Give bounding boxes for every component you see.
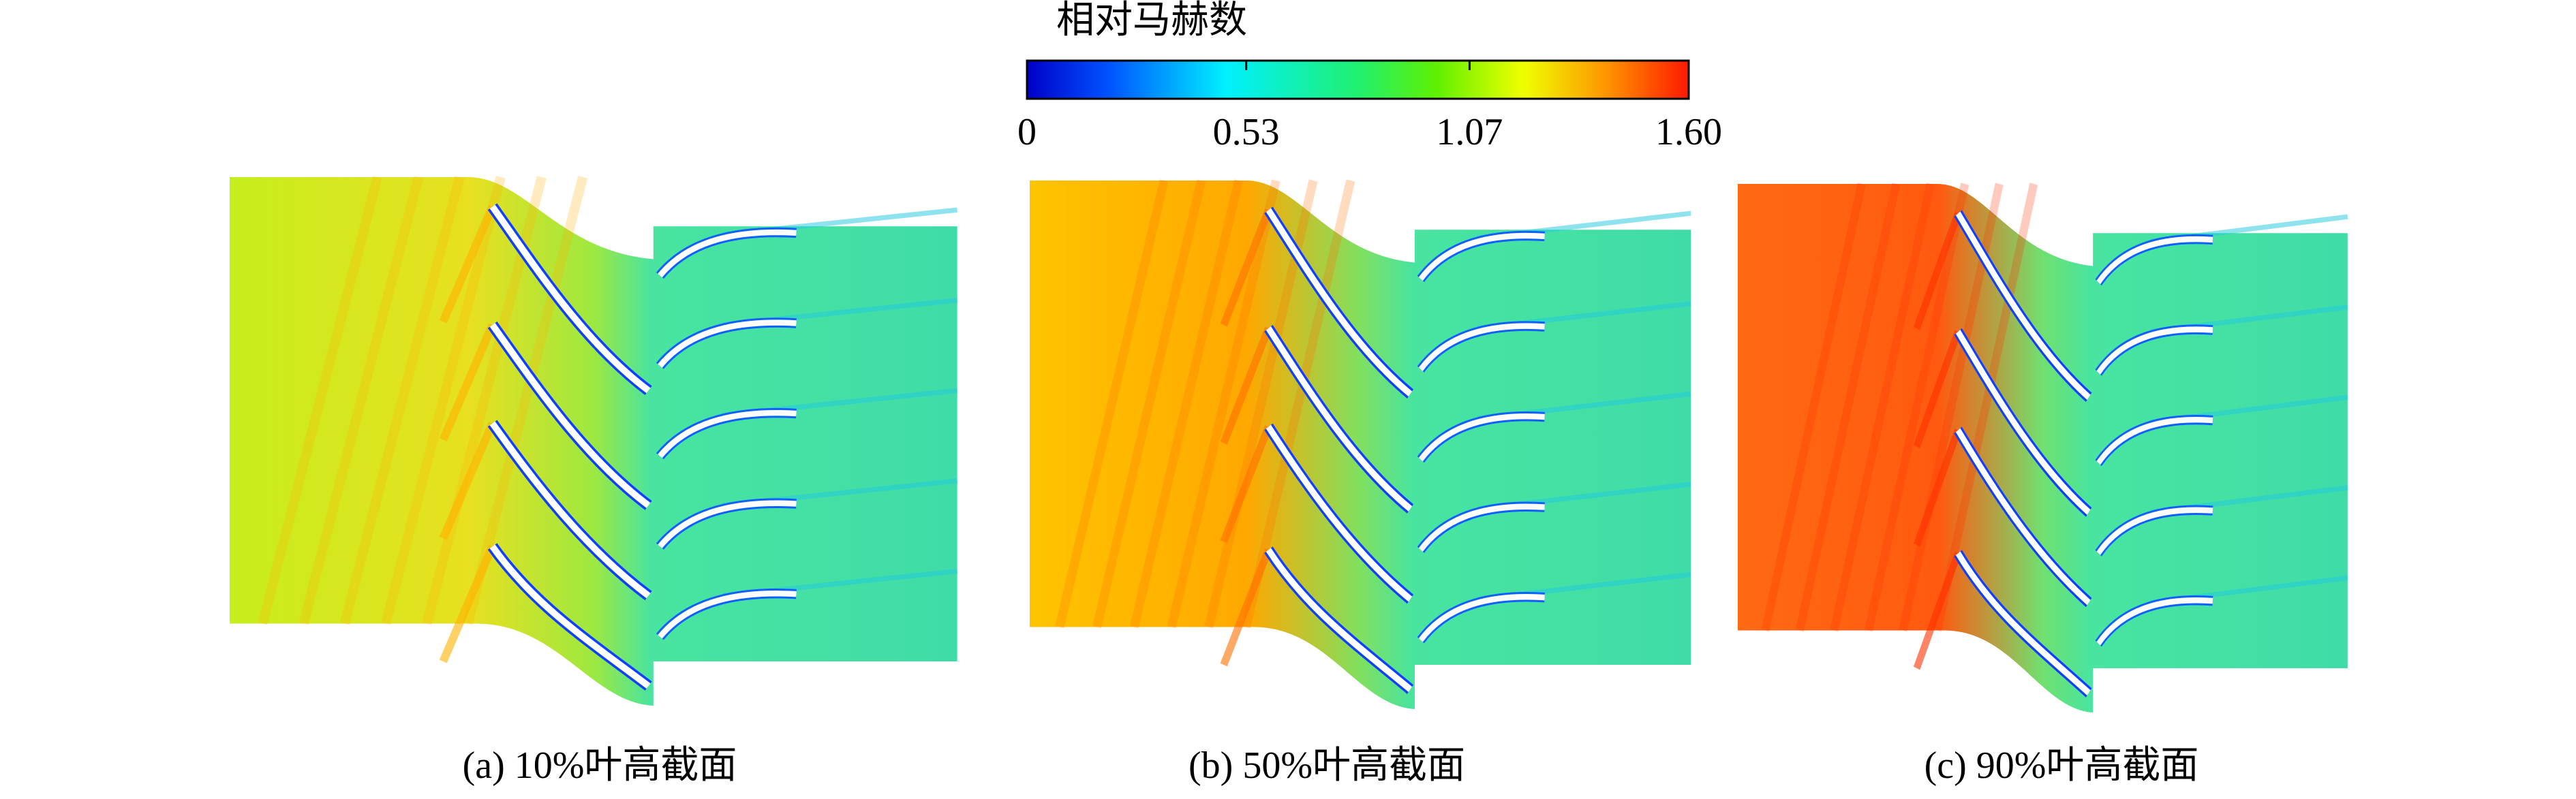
contour-panel — [1030, 179, 1691, 710]
shock-band — [1865, 183, 1969, 632]
stator-blade — [1418, 323, 1545, 371]
shock-wave — [1913, 551, 1961, 670]
rotor-blade — [1955, 330, 2091, 515]
shock-band — [1796, 183, 1901, 632]
stator-blade — [1418, 594, 1545, 642]
shock-wave — [1220, 425, 1272, 544]
colorbar-tick-label: 0 — [1017, 111, 1037, 153]
rotor-blade — [1266, 208, 1413, 397]
shock-band — [1092, 179, 1206, 629]
shock-band — [258, 176, 382, 625]
flow-domain — [1030, 181, 1691, 710]
shock-band — [1830, 183, 1935, 632]
shock-wave — [1913, 428, 1961, 547]
shock-band — [1761, 183, 1866, 632]
stator-blade — [2096, 507, 2213, 555]
shock-wave — [439, 544, 497, 663]
shock-band — [380, 176, 506, 625]
shock-wave — [1913, 330, 1961, 448]
rotor-blade — [1955, 211, 2091, 401]
stator-blade — [2096, 236, 2213, 285]
stator-blade — [2096, 326, 2213, 375]
shock-band — [298, 176, 424, 625]
stator-blade — [1418, 232, 1545, 281]
shock-wave — [1220, 326, 1272, 445]
stator-blade — [2096, 416, 2213, 465]
colorbar-title: 相对马赫数 — [1056, 0, 1247, 42]
colorbar-tick-label: 1.60 — [1655, 111, 1722, 153]
rotor-blade — [1266, 326, 1413, 512]
shock-wave — [1913, 212, 1961, 330]
contour-panel — [1738, 183, 2348, 713]
shock-wave — [439, 323, 497, 441]
panel-caption: (a) 10%叶高截面 — [463, 745, 737, 787]
panel-caption: (c) 90%叶高截面 — [1925, 745, 2199, 787]
shock-band — [1129, 179, 1243, 629]
rotor-blade — [1955, 428, 2091, 606]
flow-domain — [1738, 184, 2348, 713]
shock-band — [1055, 179, 1169, 629]
stator-blade — [1418, 503, 1545, 552]
shock-band — [1167, 179, 1281, 629]
rotor-blade — [489, 323, 651, 508]
stator-blade — [2096, 597, 2213, 646]
shock-wave — [439, 422, 497, 540]
stator-blade — [658, 500, 797, 548]
shock-wave — [1220, 548, 1272, 667]
rotor-blade — [1266, 548, 1413, 692]
rotor-blade — [1266, 424, 1413, 602]
rotor-blade — [489, 204, 651, 394]
stator-blade — [658, 319, 797, 368]
panel-caption: (b) 50%叶高截面 — [1189, 745, 1465, 787]
stator-blade — [658, 591, 797, 639]
stator-blade — [658, 409, 797, 458]
colorbar-tick-label: 0.53 — [1213, 111, 1280, 153]
stator-blade — [1418, 413, 1545, 462]
flow-domain — [230, 177, 957, 706]
rotor-blade — [489, 544, 651, 689]
stator-blade — [658, 229, 797, 278]
contour-panel — [230, 176, 958, 706]
shock-wave — [439, 205, 497, 324]
rotor-blade — [489, 421, 651, 599]
rotor-blade — [1955, 551, 2091, 695]
shock-band — [339, 176, 465, 625]
shock-wave — [1220, 208, 1272, 327]
colorbar-tick-label: 1.07 — [1436, 111, 1503, 153]
colorbar — [1026, 59, 1690, 100]
